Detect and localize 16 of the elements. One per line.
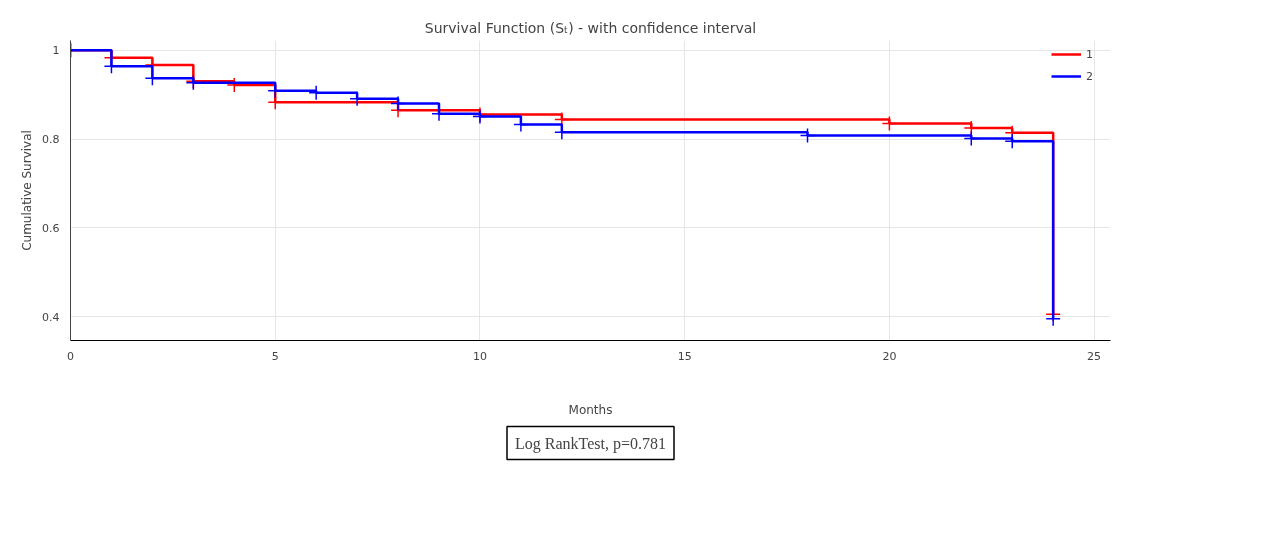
- y-tick-label: 0.8: [42, 133, 60, 147]
- legend-label: 1: [1086, 47, 1094, 61]
- y-tick-label: 1: [52, 44, 60, 58]
- legend-label: 2: [1086, 69, 1094, 83]
- x-tick-label: 5: [271, 349, 279, 363]
- y-tick-label: 0.6: [42, 221, 60, 235]
- text: Log RankTest, p=0.781: [515, 434, 666, 453]
- y-axis-title: Cumulative Survival: [20, 130, 35, 251]
- chart-title: Survival Function (Sₜ) - with confidence interval: [424, 19, 757, 36]
- x-tick-label: 15: [677, 349, 692, 363]
- y-tick-label: 0.4: [42, 310, 60, 324]
- x-tick-label: 0: [67, 349, 74, 363]
- x-tick-label: 20: [882, 349, 897, 363]
- x-tick-label: 25: [1087, 349, 1102, 363]
- x-tick-label: 10: [472, 349, 487, 363]
- x-axis-title: Months: [568, 402, 613, 417]
